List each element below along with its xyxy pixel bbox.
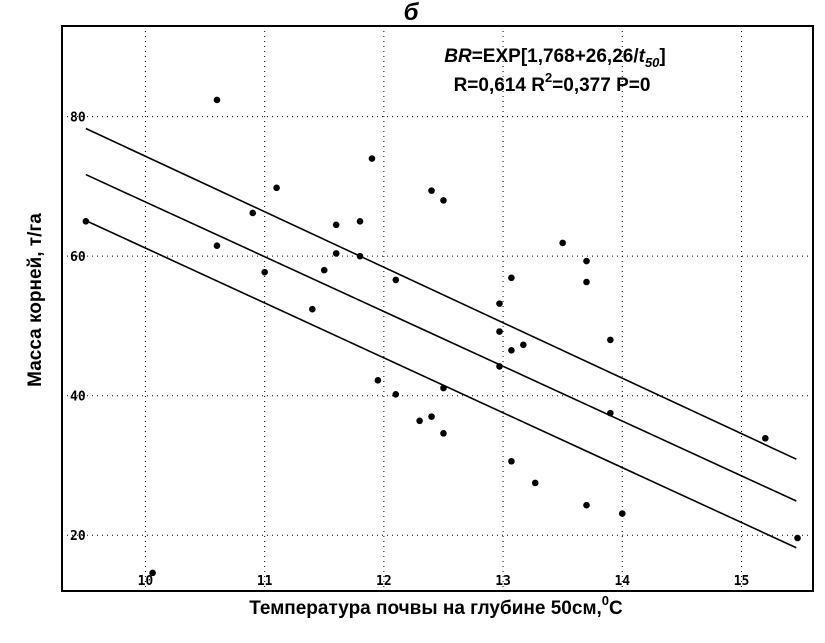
data-point [428,187,435,194]
data-point [261,268,268,276]
data-point [607,409,614,417]
tick-labels: 10 11 12 13 14 15 20 40 60 80 [70,111,749,589]
data-point [496,300,503,307]
data-point [392,390,400,398]
data-point [332,250,340,257]
x-tick-label: 12 [376,574,392,589]
data-point [374,377,382,384]
data-point [583,278,590,286]
data-point [149,569,156,577]
plot-frame [61,25,814,592]
data-point [428,413,435,420]
data-point [496,328,503,335]
x-tick-label: 11 [257,574,273,589]
data-point [356,252,364,260]
data-point [508,457,515,465]
lower-confidence-line [85,219,797,549]
data-point [368,155,376,162]
data-point [440,197,447,204]
data-point [440,384,447,392]
data-point [508,274,515,282]
data-point [213,242,221,250]
x-tick-label: 14 [614,574,630,589]
y-tick-label: 40 [70,390,86,405]
data-point [82,218,90,225]
data-point [416,417,423,425]
data-point [273,184,280,192]
grid-lines [62,26,813,591]
y-axis-title: Масса корней, т/га [25,213,46,387]
data-point [583,257,590,265]
data-point [607,336,614,344]
data-point [320,266,328,274]
data-points [82,96,801,577]
x-tick-label: 13 [495,574,511,589]
y-tick-label: 20 [70,529,86,544]
data-point [618,510,626,517]
y-tick-label: 60 [70,250,86,265]
data-point [531,479,539,487]
data-point [762,434,769,442]
x-tick-label: 15 [734,574,750,589]
data-point [583,501,590,509]
data-point [213,96,221,104]
regression-equation: BR=EXP[1,768+26,26/t50] [444,46,666,70]
data-point [559,239,566,247]
data-point [309,305,316,313]
data-point [496,363,503,370]
data-point [392,276,400,284]
data-point [356,218,364,225]
data-point [440,430,447,437]
panel-label: б [404,0,420,26]
x-axis-title: Температура почвы на глубине 50см,0C [249,593,623,619]
upper-confidence-line [85,127,797,460]
data-point [332,221,340,229]
data-point [520,341,527,349]
fit-line [85,173,797,502]
data-point [794,534,801,542]
regression-stats: R=0,614 R2=0,377 P=0 [454,70,651,96]
regression-lines [85,127,797,549]
y-tick-label: 80 [70,111,86,126]
data-point [508,347,515,354]
data-point [249,209,257,217]
x-tick-label: 10 [138,574,154,589]
